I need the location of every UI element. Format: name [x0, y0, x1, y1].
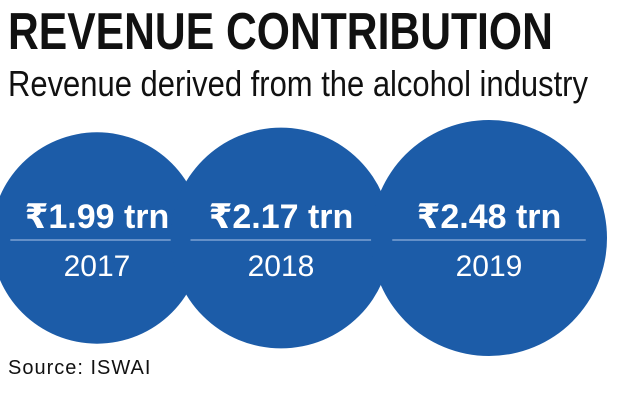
- bubble-2019: [371, 120, 607, 356]
- value-label-2017: ₹1.99 trn: [25, 198, 170, 236]
- year-label-2018: 2018: [248, 250, 315, 283]
- bubble-2017: [0, 132, 203, 344]
- value-label-2019: ₹2.48 trn: [417, 198, 562, 236]
- year-label-2019: 2019: [456, 250, 523, 283]
- year-label-2017: 2017: [64, 250, 131, 283]
- bubble-2018: [170, 127, 392, 349]
- chart-title: REVENUE CONTRIBUTION: [8, 3, 553, 61]
- value-label-2018: ₹2.17 trn: [209, 198, 354, 236]
- chart-subtitle: Revenue derived from the alcohol industr…: [8, 63, 588, 104]
- source-note: Source: ISWAI: [8, 357, 152, 379]
